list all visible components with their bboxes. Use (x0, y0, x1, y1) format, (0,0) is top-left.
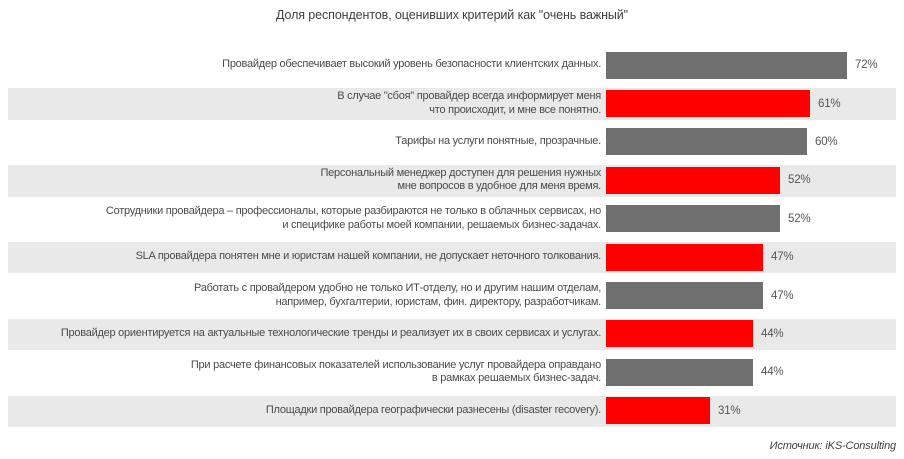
bar-area: 47% (606, 276, 904, 314)
chart-row: Провайдер ориентируется на актуальные те… (0, 315, 904, 353)
bar-area: 52% (606, 161, 904, 199)
chart-row: Персональный менеджер доступен для решен… (0, 161, 904, 199)
value-bar (606, 90, 810, 118)
chart-row: При расчете финансовых показателей испол… (0, 353, 904, 391)
value-label: 60% (815, 135, 838, 148)
bar-area: 44% (606, 315, 904, 353)
value-label: 31% (718, 404, 741, 417)
value-label: 47% (771, 289, 794, 302)
value-bar (606, 320, 753, 348)
value-bar (606, 243, 763, 271)
value-bar (606, 166, 780, 194)
bar-area: 52% (606, 200, 904, 238)
chart-rows: Провайдер обеспечивает высокий уровень б… (0, 46, 904, 430)
bar-area: 47% (606, 238, 904, 276)
category-label: Тарифы на услуги понятные, прозрачные. (395, 135, 601, 148)
value-bar (606, 128, 807, 156)
chart-row: SLA провайдера понятен мне и юристам наш… (0, 238, 904, 276)
chart-row: Площадки провайдера географически разнес… (0, 392, 904, 430)
value-label: 61% (818, 97, 841, 110)
bar-area: 31% (606, 392, 904, 430)
bar-area: 72% (606, 46, 904, 84)
chart-row: Работать с провайдером удобно не только … (0, 276, 904, 314)
chart-row: Провайдер обеспечивает высокий уровень б… (0, 46, 904, 84)
value-bar (606, 397, 710, 425)
bar-area: 61% (606, 84, 904, 122)
category-label: При расчете финансовых показателей испол… (190, 358, 601, 385)
value-label: 72% (855, 59, 878, 72)
category-label: SLA провайдера понятен мне и юристам наш… (135, 250, 602, 263)
category-label: Персональный менеджер доступен для решен… (320, 166, 601, 193)
value-label: 44% (761, 366, 784, 379)
chart-row: В случае "сбоя" провайдер всегда информи… (0, 84, 904, 122)
category-label: Работать с провайдером удобно не только … (194, 282, 601, 308)
value-bar (606, 358, 753, 386)
chart-row: Сотрудники провайдера – профессионалы, к… (0, 200, 904, 238)
category-label: В случае "сбоя" провайдер всегда информи… (337, 90, 601, 116)
category-label: Провайдер ориентируется на актуальные те… (60, 327, 601, 340)
source-credit: Источник: iKS-Consulting (769, 440, 897, 452)
row-stripe (8, 395, 896, 427)
value-label: 44% (761, 327, 784, 340)
value-bar (606, 51, 847, 79)
value-label: 52% (788, 212, 811, 225)
bar-area: 60% (606, 123, 904, 161)
value-bar (606, 205, 780, 233)
value-bar (606, 282, 763, 310)
bar-area: 44% (606, 353, 904, 391)
chart-row: Тарифы на услуги понятные, прозрачные. 60… (0, 123, 904, 161)
category-label: Сотрудники провайдера – профессионалы, к… (105, 205, 601, 231)
category-label: Провайдер обеспечивает высокий уровень б… (222, 58, 601, 71)
chart-title: Доля респондентов, оценивших критерий ка… (275, 8, 628, 22)
category-label: Площадки провайдера географически разнес… (265, 403, 601, 416)
value-label: 47% (771, 251, 794, 264)
value-label: 52% (788, 174, 811, 187)
